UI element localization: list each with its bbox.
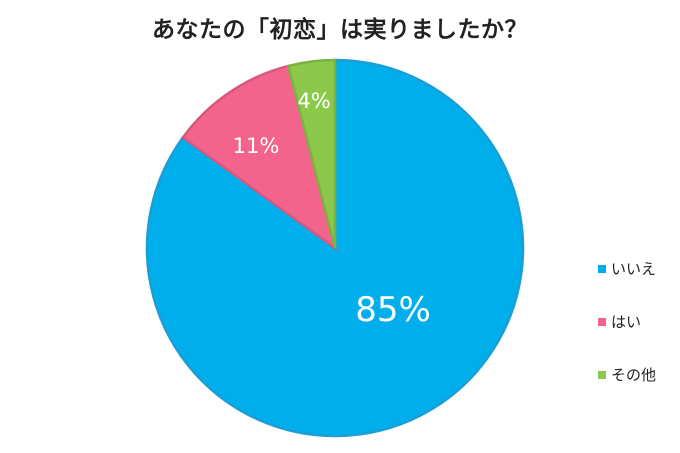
- slice-data-label: 4%: [297, 89, 330, 113]
- legend-swatch: [598, 317, 606, 326]
- legend-label: はい: [611, 313, 642, 331]
- legend-item-hai: はい: [598, 311, 641, 332]
- slice-data-label: 11%: [233, 134, 280, 158]
- chart-title: あなたの「初恋」は実りましたか？: [152, 17, 528, 43]
- legend-swatch: [598, 264, 606, 273]
- legend-item-iie: いいえ: [598, 258, 656, 279]
- legend-label: いいえ: [611, 260, 657, 278]
- legend-label: その他: [611, 366, 657, 384]
- pie-slice-2: [286, 58, 337, 249]
- legend-swatch: [598, 370, 606, 379]
- pie-slice-1: [181, 64, 338, 252]
- slice-data-label: 85%: [355, 290, 431, 330]
- legend-item-other: その他: [598, 364, 656, 385]
